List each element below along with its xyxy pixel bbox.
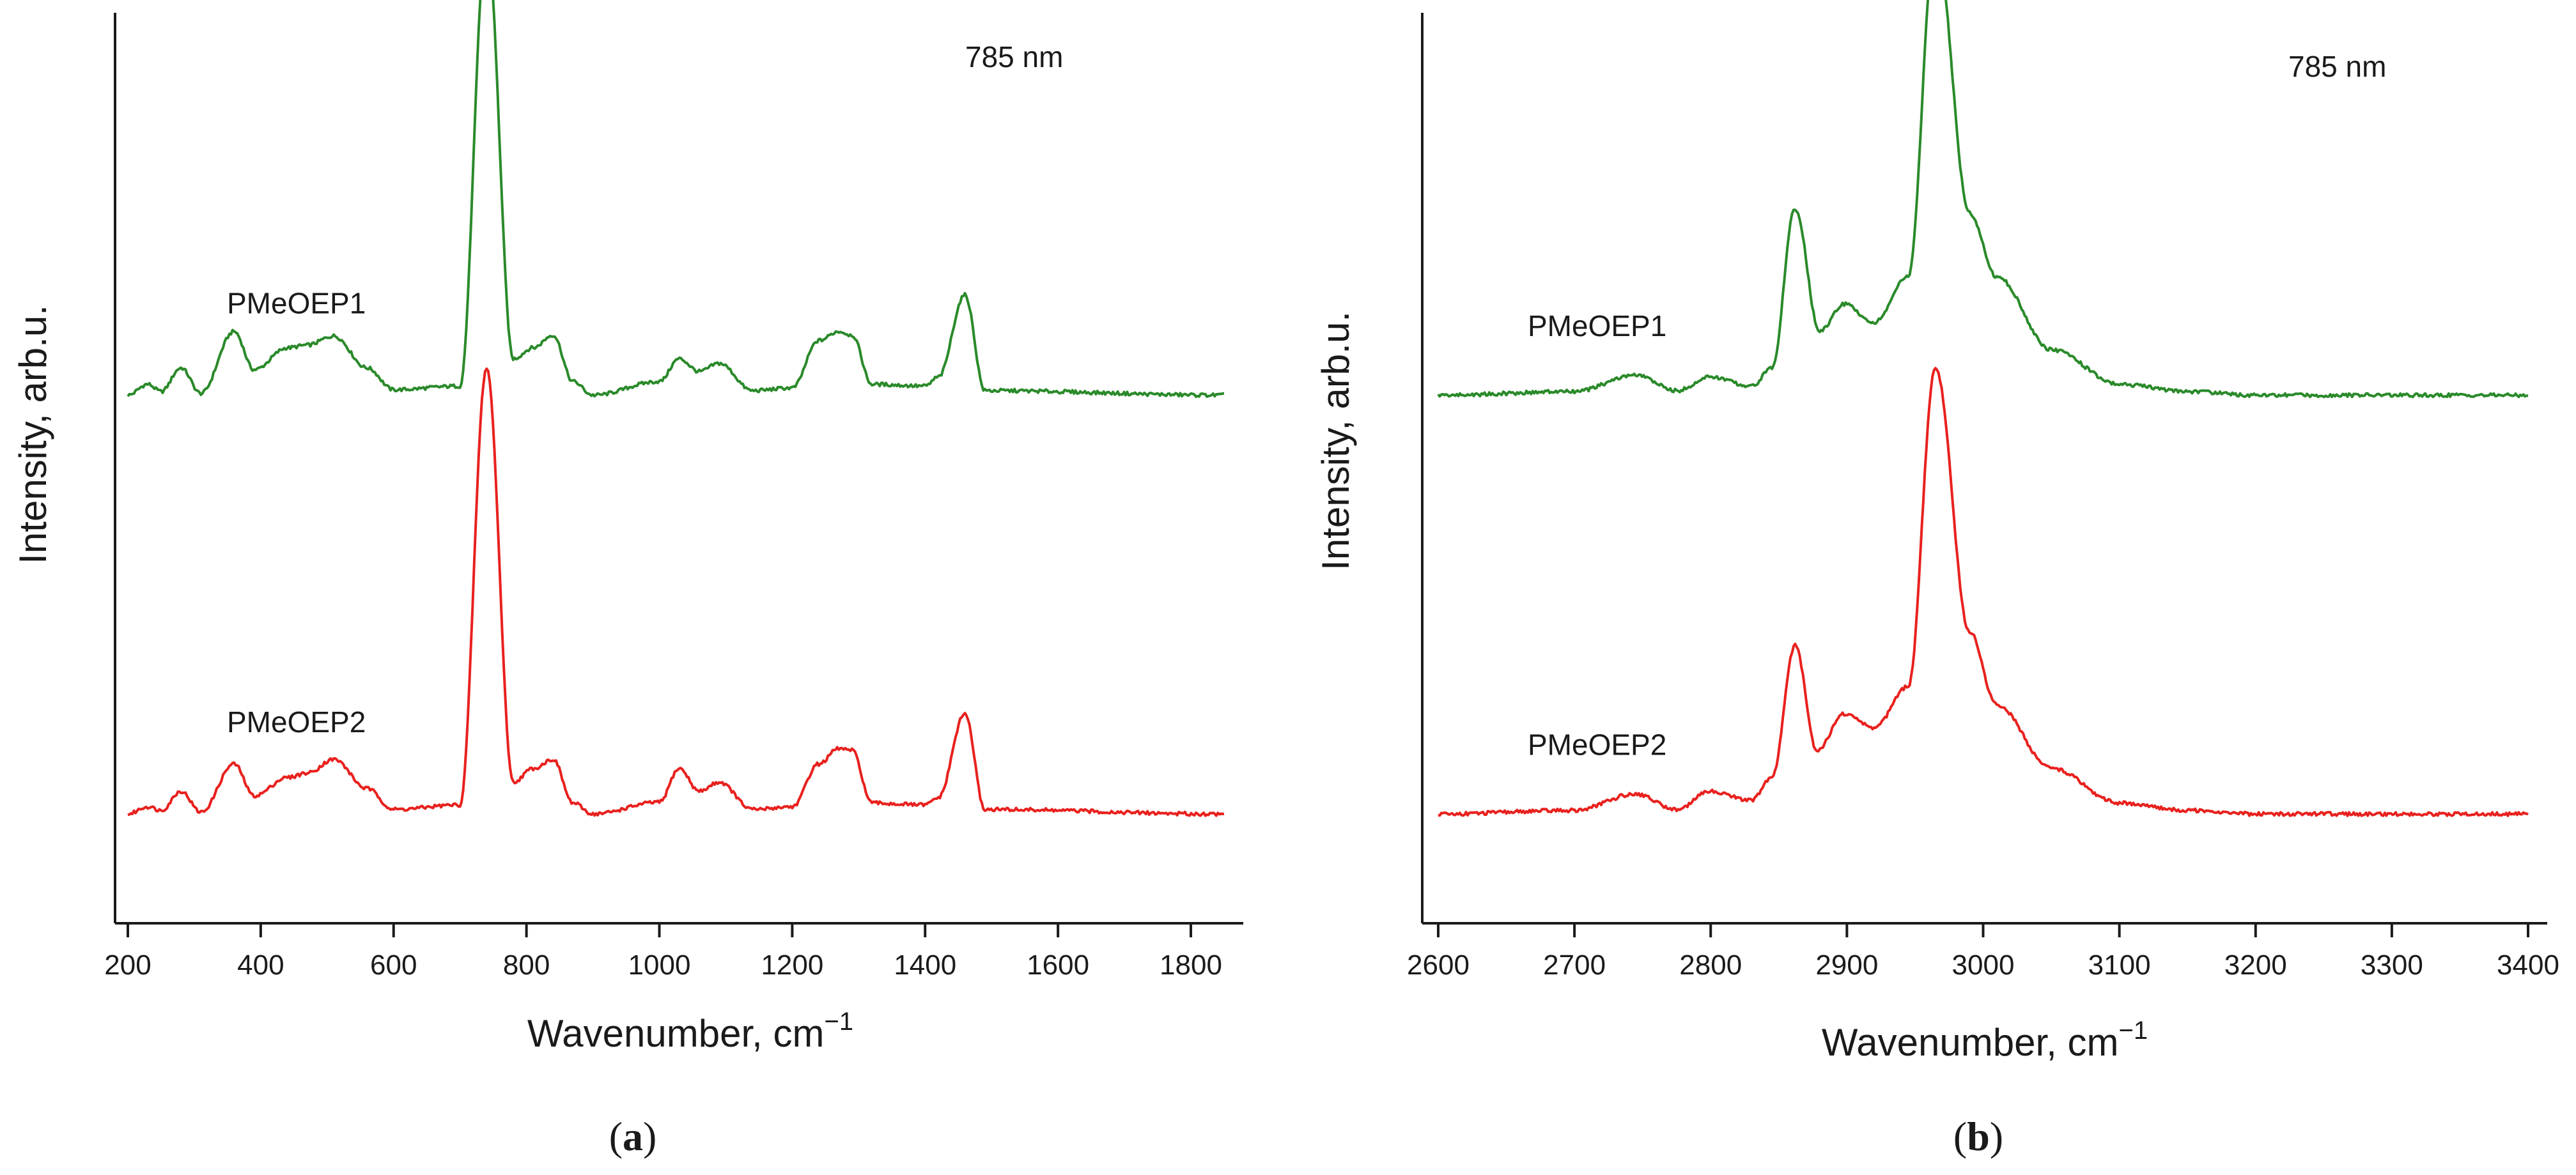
panel-a-x-tick-label: 800 — [503, 949, 550, 981]
panel-a-series-label-pmeoep1: PMeOEP1 — [227, 286, 366, 319]
panel-a-caption: (a) — [609, 1114, 657, 1159]
panel-b-x-axis-title: Wavenumber, cm−1 — [1822, 1017, 2148, 1064]
panel-a-x-tick-label: 1000 — [628, 949, 691, 981]
panel-a-x-tick-label: 200 — [104, 949, 151, 981]
panel-b-series-label-pmeoep2: PMeOEP2 — [1528, 728, 1666, 761]
panel-a-x-tick-label: 600 — [370, 949, 417, 981]
panel-a-x-axis-title-sup: −1 — [824, 1008, 853, 1036]
panel-b-caption: (b) — [1953, 1114, 2003, 1159]
panel-a-axes — [114, 13, 1243, 925]
panel-a-x-tick-label: 1600 — [1027, 949, 1089, 981]
panel-b-x-tick-label: 3000 — [1952, 949, 2015, 981]
panel-a-x-axis-title-main: Wavenumber, cm — [527, 1012, 825, 1055]
panel-a-x-tick-label: 1800 — [1160, 949, 1222, 981]
panel-b-wavelength-note: 785 nm — [2288, 50, 2386, 83]
panel-a-x-axis-title: Wavenumber, cm−1 — [527, 1008, 853, 1055]
panel-a: Intensity, arb.u. 200 400 600 800 1000 1200 14… — [12, 0, 1243, 1159]
panel-b-x-tick-label: 2900 — [1815, 949, 1878, 981]
panel-b-x-tick-label: 2600 — [1407, 949, 1470, 981]
panel-b-series-label-pmeoep1: PMeOEP1 — [1528, 309, 1666, 342]
panel-b-x-tick-label: 3300 — [2361, 949, 2423, 981]
panel-b-series-pmeoep2-line — [1438, 367, 2529, 817]
panel-b-y-axis-title: Intensity, arb.u. — [1314, 311, 1357, 571]
panel-b: Intensity, arb.u. 2600 2700 2800 2900 3000 31… — [1314, 0, 2559, 1159]
panel-a-caption-open: ( — [609, 1114, 623, 1159]
panel-a-x-tick-label: 1200 — [761, 949, 823, 981]
panel-a-x-tick-label: 400 — [237, 949, 284, 981]
panel-b-x-ticks: 2600 2700 2800 2900 3000 3100 3200 3300 3400 — [1407, 923, 2559, 981]
panel-b-x-tick-label: 2800 — [1679, 949, 1742, 981]
panel-a-caption-letter: a — [623, 1114, 643, 1159]
panel-b-x-tick-label: 2700 — [1543, 949, 1606, 981]
panel-a-x-tick-label: 1400 — [894, 949, 956, 981]
panel-b-x-axis-title-sup: −1 — [2118, 1017, 2148, 1045]
panel-a-caption-close: ) — [643, 1114, 656, 1159]
panel-a-series-pmeoep1-line — [127, 0, 1224, 398]
panel-b-caption-letter: b — [1967, 1114, 1990, 1159]
panel-b-x-tick-label: 3400 — [2497, 949, 2559, 981]
panel-b-series: PMeOEP1 PMeOEP2 — [1437, 0, 2529, 817]
panel-b-x-tick-label: 3200 — [2224, 949, 2287, 981]
panel-b-caption-open: ( — [1953, 1114, 1967, 1159]
panel-b-caption-close: ) — [1990, 1114, 2003, 1159]
panel-a-wavelength-note: 785 nm — [965, 40, 1063, 73]
panel-a-series-pmeoep2-line — [127, 367, 1225, 817]
panel-b-x-axis-title-main: Wavenumber, cm — [1822, 1021, 2119, 1064]
panel-a-y-axis-title: Intensity, arb.u. — [12, 305, 54, 564]
panel-b-axes — [1421, 13, 2547, 925]
panel-b-series-pmeoep1-line — [1437, 0, 2529, 399]
panel-a-series: PMeOEP1 PMeOEP2 — [127, 0, 1225, 817]
panel-b-x-tick-label: 3100 — [2088, 949, 2151, 981]
panel-a-x-ticks: 200 400 600 800 1000 1200 1400 1600 1800 — [104, 923, 1222, 981]
panel-a-series-label-pmeoep2: PMeOEP2 — [227, 705, 366, 739]
